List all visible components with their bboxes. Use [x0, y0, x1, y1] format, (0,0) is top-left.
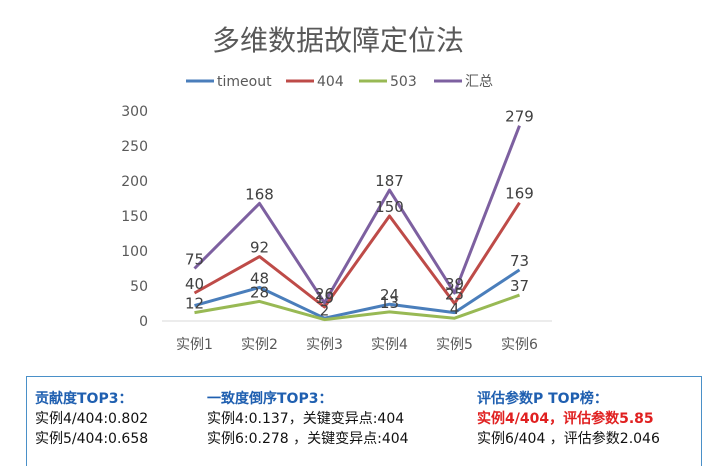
contribution-line-1: 实例4/404:0.802: [35, 411, 149, 427]
contribution-line-2: 实例5/404:0.658: [35, 431, 149, 447]
series-line: [194, 268, 521, 320]
legend-label: 汇总: [465, 74, 493, 90]
x-tick-label: 实例6: [501, 337, 538, 353]
data-label: 19: [315, 289, 334, 307]
x-tick-label: 实例5: [436, 337, 473, 353]
series-layer: [193, 125, 521, 322]
series-line: [194, 293, 521, 322]
consistency-line-2: 实例6:0.278 ，关键变异点:404: [207, 431, 409, 447]
analysis-panel: 贡献度TOP3： 实例4/404:0.802 实例5/404:0.658 一致度…: [26, 376, 702, 466]
data-label: 169: [505, 185, 534, 203]
data-label: 25: [445, 286, 464, 304]
data-label: 75: [185, 251, 204, 269]
y-tick-label: 100: [121, 244, 148, 260]
x-tick-label: 实例1: [176, 337, 213, 353]
chart-legend: timeout 404 503 汇总: [186, 74, 493, 90]
data-label: 13: [380, 294, 399, 312]
y-tick-label: 0: [139, 314, 148, 330]
y-tick-label: 250: [121, 139, 148, 155]
x-tick-label: 实例4: [371, 337, 408, 353]
x-tick-label: 实例2: [241, 337, 278, 353]
consistency-line-1: 实例4:0.137，关键变异点:404: [207, 411, 405, 427]
evaluation-line-2: 实例6/404 ，评估参数2.046: [477, 431, 660, 447]
data-label: 28: [250, 283, 269, 301]
contribution-column: 贡献度TOP3： 实例4/404:0.802 实例5/404:0.658: [35, 389, 148, 449]
x-tick-label: 实例3: [306, 337, 343, 353]
data-labels-layer: 48 24 73 40 92 19 150 25 169 12 28 2 13 4 37 75 168 26 187…: [185, 108, 534, 320]
y-tick-label: 150: [121, 209, 148, 225]
evaluation-line-1: 实例4/404，评估参数5.85: [477, 411, 654, 427]
series-line: [193, 125, 521, 305]
line-chart: 多维数据故障定位法 timeout 404 503 汇总 05010015020025…: [121, 24, 552, 353]
data-label: 48: [250, 269, 269, 287]
y-tick-label: 200: [121, 174, 148, 190]
contribution-header: 贡献度TOP3：: [35, 391, 133, 407]
legend-label: 503: [390, 74, 417, 90]
data-label: 39: [445, 275, 464, 293]
y-axis: 0 50 100 150 200 250 300: [121, 104, 148, 330]
data-label: 92: [250, 239, 269, 257]
data-label: 150: [375, 198, 404, 216]
data-label: 73: [510, 252, 529, 270]
data-label: 168: [245, 185, 274, 203]
consistency-column: 一致度倒序TOP3： 实例4:0.137，关键变异点:404 实例6:0.278…: [207, 389, 409, 449]
data-label: 279: [505, 108, 534, 126]
data-label: 2: [320, 302, 330, 320]
data-label: 26: [315, 285, 334, 303]
chart-title: 多维数据故障定位法: [212, 24, 464, 57]
x-axis: 实例1 实例2 实例3 实例4 实例5 实例6: [162, 320, 552, 353]
data-label: 187: [375, 172, 404, 190]
evaluation-header: 评估参数P TOP榜：: [477, 391, 608, 407]
evaluation-column: 评估参数P TOP榜： 实例4/404，评估参数5.85 实例6/404 ，评估…: [477, 389, 660, 449]
legend-label: 404: [317, 74, 344, 90]
data-label: 12: [185, 295, 204, 313]
y-tick-label: 300: [121, 104, 148, 120]
series-line: [193, 201, 521, 309]
data-label: 24: [380, 286, 399, 304]
data-label: 40: [185, 275, 204, 293]
consistency-header: 一致度倒序TOP3：: [207, 391, 333, 407]
data-label: 4: [450, 300, 460, 318]
legend-label: timeout: [217, 74, 272, 90]
data-label: 37: [510, 277, 529, 295]
y-tick-label: 50: [130, 279, 148, 295]
